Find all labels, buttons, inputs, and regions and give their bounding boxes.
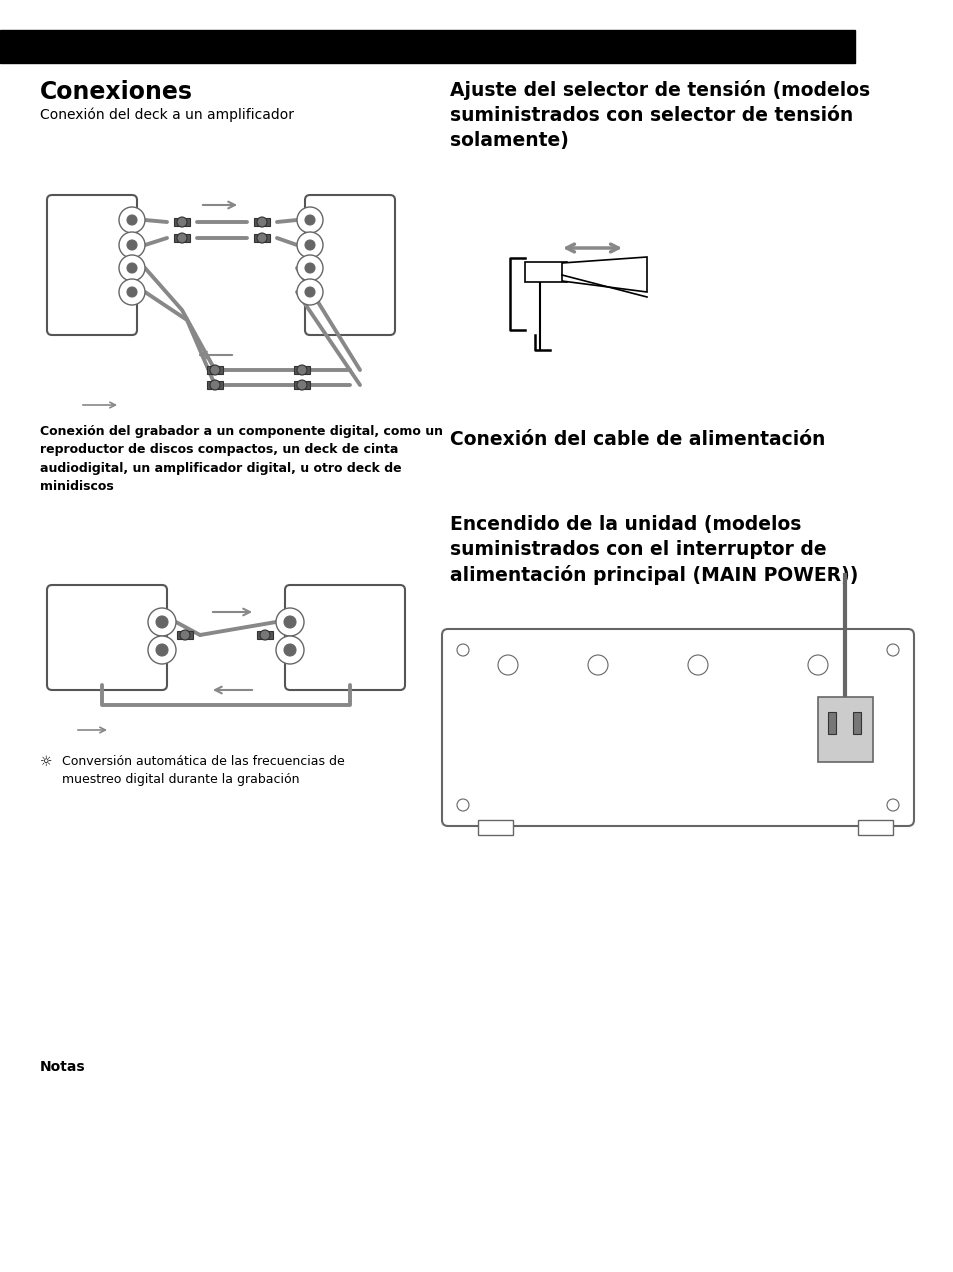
Circle shape bbox=[210, 380, 220, 391]
Circle shape bbox=[127, 263, 137, 273]
Bar bbox=[294, 382, 310, 389]
Circle shape bbox=[177, 218, 187, 226]
Text: Conexión del cable de alimentación: Conexión del cable de alimentación bbox=[450, 430, 824, 449]
Bar bbox=[253, 234, 270, 242]
Text: Conversión automática de las frecuencias de
muestreo digital durante la grabació: Conversión automática de las frecuencias… bbox=[62, 756, 344, 786]
Circle shape bbox=[256, 233, 267, 243]
Circle shape bbox=[456, 644, 469, 656]
Bar bbox=[173, 234, 190, 242]
Polygon shape bbox=[561, 257, 646, 293]
Circle shape bbox=[497, 655, 517, 675]
Bar bbox=[477, 820, 513, 834]
Text: Encendido de la unidad (modelos
suministrados con el interruptor de
alimentación: Encendido de la unidad (modelos suminist… bbox=[450, 515, 858, 585]
Bar bbox=[524, 262, 566, 282]
Circle shape bbox=[127, 215, 137, 225]
Bar bbox=[827, 712, 835, 734]
Circle shape bbox=[180, 630, 190, 640]
Circle shape bbox=[210, 365, 220, 375]
Circle shape bbox=[296, 279, 323, 305]
Circle shape bbox=[687, 655, 707, 675]
Circle shape bbox=[886, 799, 898, 812]
Circle shape bbox=[296, 365, 307, 375]
Bar bbox=[857, 820, 892, 834]
Bar bbox=[253, 218, 270, 226]
Circle shape bbox=[119, 279, 145, 305]
Text: Ajuste del selector de tensión (modelos
suministrados con selector de tensión
so: Ajuste del selector de tensión (modelos … bbox=[450, 80, 869, 150]
Bar bbox=[207, 366, 223, 374]
FancyBboxPatch shape bbox=[47, 195, 137, 335]
Circle shape bbox=[148, 608, 175, 636]
Circle shape bbox=[305, 287, 314, 296]
Circle shape bbox=[156, 644, 168, 656]
Circle shape bbox=[156, 616, 168, 628]
FancyBboxPatch shape bbox=[285, 585, 405, 689]
Bar bbox=[0, 31, 854, 64]
Circle shape bbox=[305, 215, 314, 225]
Circle shape bbox=[587, 655, 607, 675]
Text: Notas: Notas bbox=[40, 1060, 86, 1074]
Circle shape bbox=[305, 240, 314, 251]
Circle shape bbox=[284, 616, 295, 628]
Text: Conexión del grabador a un componente digital, como un
reproductor de discos com: Conexión del grabador a un componente di… bbox=[40, 425, 442, 494]
FancyBboxPatch shape bbox=[305, 195, 395, 335]
Bar bbox=[207, 382, 223, 389]
Circle shape bbox=[886, 644, 898, 656]
Bar bbox=[817, 697, 872, 762]
Circle shape bbox=[296, 207, 323, 233]
Circle shape bbox=[177, 233, 187, 243]
Bar bbox=[173, 218, 190, 226]
Bar bbox=[294, 366, 310, 374]
Text: Conexión del deck a un amplificador: Conexión del deck a un amplificador bbox=[40, 108, 294, 122]
FancyBboxPatch shape bbox=[47, 585, 167, 689]
Circle shape bbox=[260, 630, 270, 640]
Circle shape bbox=[127, 287, 137, 296]
Bar bbox=[177, 631, 193, 639]
Circle shape bbox=[284, 644, 295, 656]
Circle shape bbox=[148, 636, 175, 664]
Circle shape bbox=[305, 263, 314, 273]
Circle shape bbox=[127, 240, 137, 251]
Circle shape bbox=[296, 232, 323, 258]
Circle shape bbox=[275, 636, 304, 664]
Circle shape bbox=[456, 799, 469, 812]
Circle shape bbox=[275, 608, 304, 636]
Text: Conexiones: Conexiones bbox=[40, 80, 193, 104]
Circle shape bbox=[119, 232, 145, 258]
FancyBboxPatch shape bbox=[441, 628, 913, 826]
Text: ☼: ☼ bbox=[40, 756, 52, 770]
Bar bbox=[256, 631, 273, 639]
Circle shape bbox=[807, 655, 827, 675]
Circle shape bbox=[119, 254, 145, 281]
Circle shape bbox=[119, 207, 145, 233]
Bar bbox=[852, 712, 861, 734]
Circle shape bbox=[256, 218, 267, 226]
Circle shape bbox=[296, 254, 323, 281]
Circle shape bbox=[296, 380, 307, 391]
